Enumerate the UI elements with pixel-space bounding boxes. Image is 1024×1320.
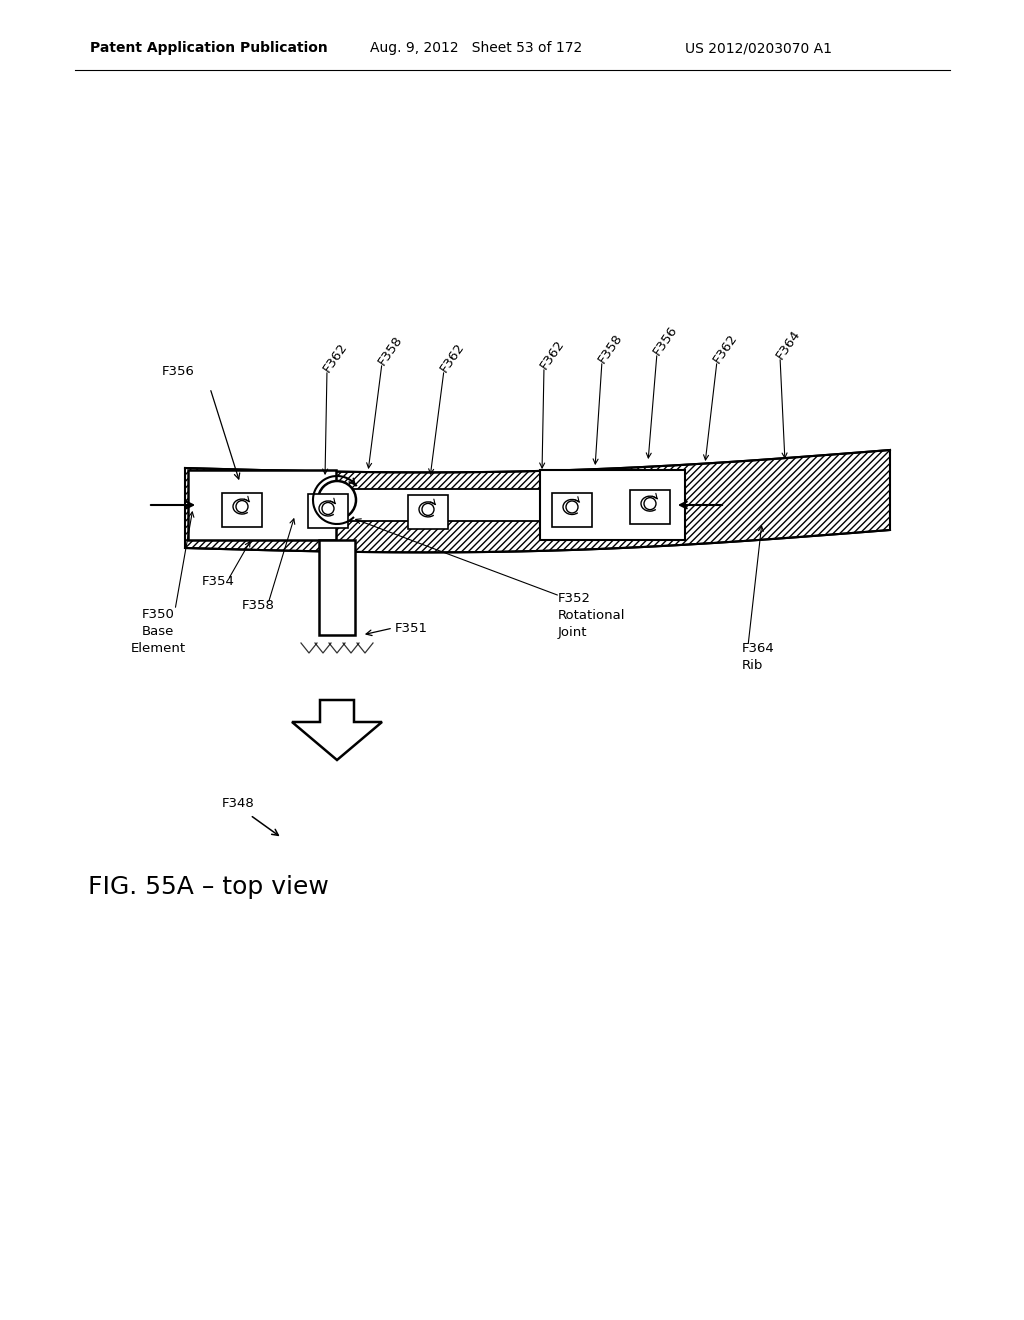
Bar (630, 490, 670, 524)
Bar (540, 470, 685, 540)
Polygon shape (185, 450, 890, 552)
Text: F356: F356 (650, 323, 680, 358)
Text: Aug. 9, 2012   Sheet 53 of 172: Aug. 9, 2012 Sheet 53 of 172 (370, 41, 583, 55)
Text: F358: F358 (242, 599, 274, 612)
Text: F352
Rotational
Joint: F352 Rotational Joint (558, 591, 626, 639)
Circle shape (318, 480, 356, 519)
Bar (222, 492, 262, 527)
Bar (336, 488, 540, 521)
Bar (552, 492, 592, 527)
FancyArrow shape (292, 700, 382, 760)
Text: Patent Application Publication: Patent Application Publication (90, 41, 328, 55)
Text: F356: F356 (162, 366, 195, 378)
Text: F350
Base
Element: F350 Base Element (130, 609, 185, 655)
Text: F348: F348 (221, 797, 254, 810)
Bar (408, 495, 449, 529)
Bar (319, 540, 355, 635)
Text: F364: F364 (773, 327, 803, 362)
Bar (308, 495, 348, 528)
Text: F364
Rib: F364 Rib (742, 642, 775, 672)
Bar (188, 470, 336, 540)
Circle shape (644, 498, 656, 510)
Text: F362: F362 (321, 341, 350, 375)
Text: F354: F354 (202, 576, 234, 587)
Text: FIG. 55A – top view: FIG. 55A – top view (88, 875, 329, 899)
Text: US 2012/0203070 A1: US 2012/0203070 A1 (685, 41, 831, 55)
Circle shape (422, 503, 434, 515)
Circle shape (322, 503, 334, 515)
Circle shape (236, 500, 248, 512)
Circle shape (566, 502, 578, 513)
Text: F358: F358 (375, 334, 404, 368)
Text: F362: F362 (711, 331, 739, 366)
Text: F362: F362 (437, 341, 467, 375)
Text: F351: F351 (395, 622, 428, 635)
Text: F358: F358 (595, 331, 625, 366)
Text: F362: F362 (538, 338, 566, 372)
